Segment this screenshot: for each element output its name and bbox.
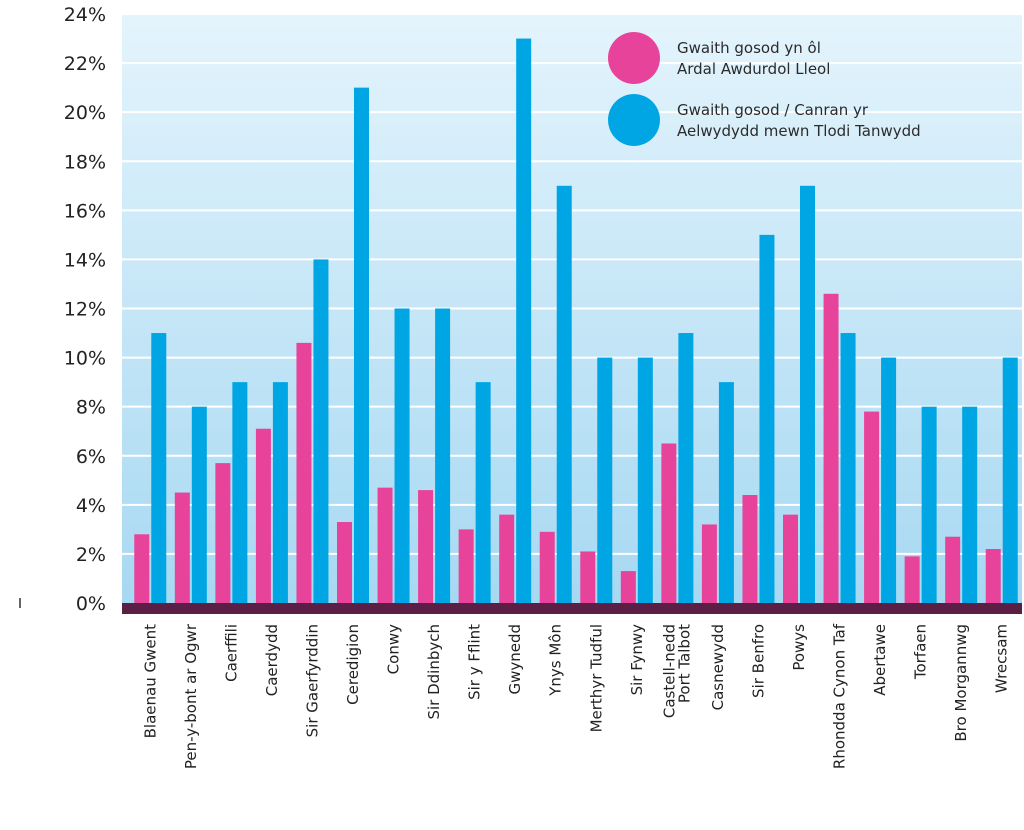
- bar-installations: [823, 293, 839, 603]
- bar-installations: [904, 556, 920, 603]
- bar-installations: [742, 495, 758, 603]
- y-tick-label: 12%: [64, 299, 106, 321]
- x-category-label: Conwy: [385, 624, 403, 674]
- bar-installations-fuel-poverty: [759, 234, 775, 603]
- x-category-label: Sir y Fflint: [466, 624, 484, 700]
- x-category-label: Sir Gaerfyrddin: [303, 624, 321, 737]
- legend-label: Gwaith gosod / Canran yr Aelwydydd mewn T…: [677, 101, 921, 140]
- bar-installations: [620, 571, 636, 603]
- bar-installations-fuel-poverty: [718, 382, 734, 603]
- y-tick-label: 4%: [76, 495, 106, 517]
- y-tick-label: 10%: [64, 348, 106, 370]
- bar-installations-fuel-poverty: [556, 185, 572, 603]
- bar-installations-fuel-poverty: [637, 357, 653, 603]
- bar-installations-fuel-poverty: [272, 382, 288, 603]
- bar-installations-fuel-poverty: [313, 259, 329, 603]
- bar-installations: [458, 529, 474, 603]
- bar-installations-fuel-poverty: [921, 406, 937, 603]
- bar-installations-fuel-poverty: [394, 308, 410, 603]
- x-category-label: Ceredigion: [344, 624, 362, 705]
- bar-installations-fuel-poverty: [435, 308, 451, 603]
- x-category-label: Casnewydd: [709, 624, 727, 710]
- bar-installations: [701, 524, 717, 603]
- legend: Gwaith gosod yn ôl Ardal Awdurdol Lleol Gw…: [608, 32, 921, 146]
- x-category-label: Castell-neddPort Talbot: [660, 624, 693, 718]
- legend-label: Gwaith gosod yn ôl Ardal Awdurdol Lleol: [677, 39, 830, 78]
- y-tick-label: 16%: [64, 200, 106, 222]
- x-category-label: Sir Ddinbych: [425, 624, 443, 720]
- bar-installations-fuel-poverty: [475, 382, 491, 603]
- x-axis-baseline: [122, 603, 1022, 614]
- x-category-label: Bro Morgannwg: [952, 624, 970, 742]
- x-category-label: Wrecsam: [993, 624, 1011, 693]
- x-category-label: Caerdydd: [263, 624, 281, 696]
- bar-installations: [783, 514, 798, 603]
- y-tick-label: 6%: [76, 446, 106, 468]
- bar-installations-fuel-poverty: [516, 38, 532, 603]
- bar-installations-fuel-poverty: [354, 87, 369, 603]
- x-category-label: Rhondda Cynon Taf: [831, 623, 849, 769]
- bar-installations: [945, 536, 961, 603]
- bar-installations: [499, 514, 515, 603]
- x-category-label: Torfaen: [912, 624, 930, 680]
- x-category-label: Powys: [790, 624, 808, 671]
- bars: [134, 38, 1018, 603]
- x-category-label: Caerffili: [222, 624, 240, 682]
- y-tick-label: 22%: [64, 53, 106, 75]
- x-axis-labels: Blaenau Gwent Pen-y-bont ar Ogwr Caerffili…: [141, 623, 1010, 769]
- bar-installations-fuel-poverty: [191, 406, 207, 603]
- gridlines: [122, 13, 1022, 555]
- x-category-label: Merthyr Tudful: [587, 624, 605, 732]
- y-axis-ticks: 0% 2% 4% 6% 8% 10% 12% 14% 16% 18% 20% 22% 24%: [64, 4, 106, 615]
- y-tick-label: 24%: [64, 4, 106, 26]
- y-tick-label: 20%: [64, 102, 106, 124]
- bar-installations: [174, 492, 190, 603]
- bar-installations-fuel-poverty: [678, 333, 694, 603]
- bar-installations: [215, 463, 231, 603]
- bar-installations-fuel-poverty: [151, 333, 167, 603]
- bar-installations: [337, 522, 352, 603]
- bar-installations: [539, 531, 555, 603]
- bar-installations: [255, 428, 271, 603]
- bar-installations-fuel-poverty: [597, 357, 613, 603]
- y-tick-label: 0%: [76, 593, 106, 615]
- bar-installations: [134, 534, 150, 603]
- y-tick-label: 2%: [76, 544, 106, 566]
- x-category-label: Blaenau Gwent: [141, 624, 159, 738]
- x-category-label: Sir Benfro: [749, 624, 767, 698]
- bar-installations-fuel-poverty: [232, 382, 248, 603]
- bar-installations: [580, 551, 596, 603]
- legend-swatch-fuel-poverty: [608, 94, 660, 146]
- y-tick-label: 18%: [64, 151, 106, 173]
- x-category-label: Gwynedd: [506, 624, 524, 695]
- bar-installations-fuel-poverty: [881, 357, 897, 603]
- bar-installations-fuel-poverty: [1002, 357, 1018, 603]
- bar-installations: [418, 490, 434, 603]
- bar-installations-fuel-poverty: [962, 406, 978, 603]
- legend-swatch-installations: [608, 32, 660, 84]
- bar-installations: [864, 411, 880, 603]
- x-category-label: Ynys Môn: [547, 624, 565, 697]
- bar-installations-fuel-poverty: [800, 185, 815, 603]
- x-category-label: Sir Fynwy: [628, 624, 646, 696]
- y-tick-label: 14%: [64, 249, 106, 271]
- x-category-label: Abertawe: [871, 624, 889, 696]
- bar-installations: [985, 549, 1001, 603]
- bar-installations: [661, 443, 677, 603]
- y-tick-label: 8%: [76, 397, 106, 419]
- bar-installations: [377, 487, 393, 603]
- x-category-label: Pen-y-bont ar Ogwr: [182, 623, 200, 769]
- bar-installations: [296, 342, 312, 603]
- bar-installations-fuel-poverty: [840, 333, 856, 603]
